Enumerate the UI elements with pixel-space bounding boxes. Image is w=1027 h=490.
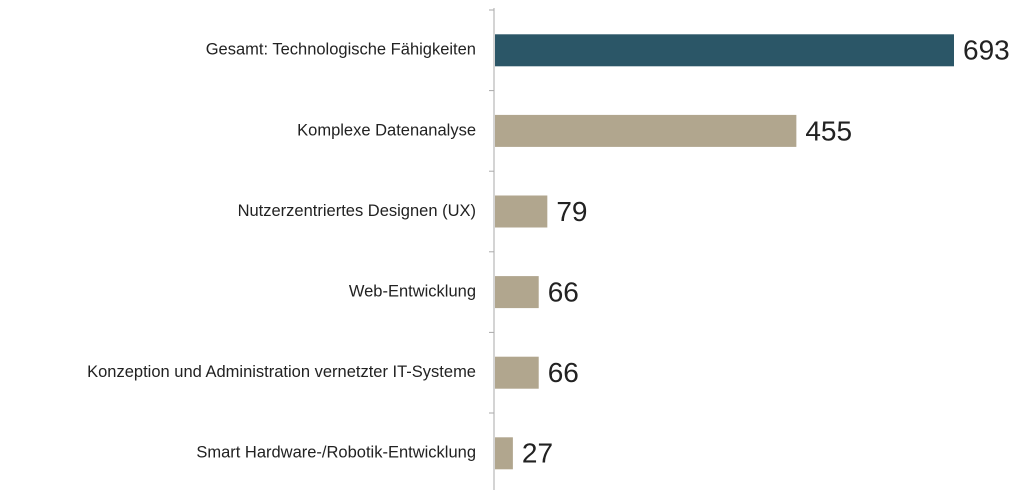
category-label: Nutzerzentriertes Designen (UX)	[238, 202, 476, 220]
value-label: 27	[522, 438, 553, 469]
bar	[495, 114, 797, 147]
value-label: 455	[805, 115, 852, 146]
bar	[495, 34, 954, 67]
category-label: Smart Hardware-/Robotik-Entwicklung	[196, 444, 476, 462]
bar	[495, 276, 539, 309]
category-label: Komplexe Datenanalyse	[297, 121, 476, 139]
category-label: Konzeption und Administration vernetzter…	[87, 363, 476, 381]
value-label: 79	[556, 196, 587, 227]
category-label: Web-Entwicklung	[349, 282, 476, 300]
bar	[495, 356, 539, 389]
category-label: Gesamt: Technologische Fähigkeiten	[206, 41, 476, 59]
bar	[495, 195, 548, 228]
value-label: 66	[548, 276, 579, 307]
bar	[495, 437, 513, 470]
value-label: 66	[548, 357, 579, 388]
value-label: 693	[963, 35, 1010, 66]
